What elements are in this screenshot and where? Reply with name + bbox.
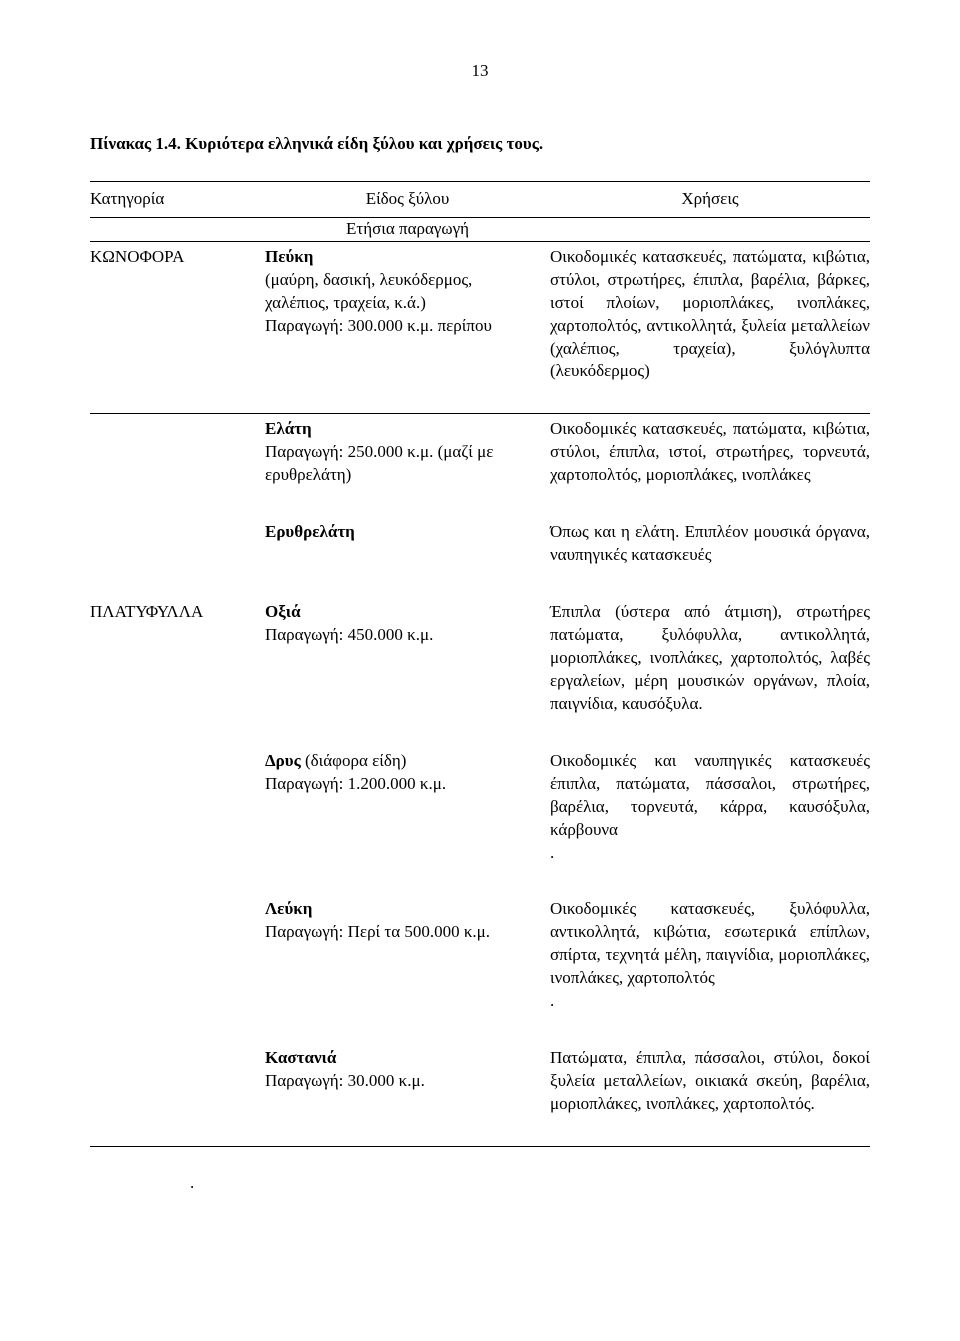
category-cell xyxy=(90,517,265,597)
uses-cell: Πατώματα, έπιπλα, πάσσαλοι, στύλοι, δοκο… xyxy=(550,1043,870,1146)
table-row: Ελάτη Παραγωγή: 250.000 κ.μ. (μαζί με ερυ… xyxy=(90,414,870,517)
table-title: Πίνακας 1.4. Κυριότερα ελληνικά είδη ξύλ… xyxy=(90,133,870,156)
species-cell: Λεύκη Παραγωγή: Περί τα 500.000 κ.μ. xyxy=(265,894,550,1043)
wood-table: Κατηγορία Είδος ξύλου Χρήσεις Ετήσια παρ… xyxy=(90,181,870,1147)
uses-cell: Όπως και η ελάτη. Επιπλέον μουσικά όργαν… xyxy=(550,517,870,597)
uses-cell: Οικοδομικές κατασκευές, ξυλόφυλλα, αντικ… xyxy=(550,894,870,1043)
category-cell xyxy=(90,1043,265,1146)
species-cell: Ελάτη Παραγωγή: 250.000 κ.μ. (μαζί με ερυ… xyxy=(265,414,550,517)
table-row: Καστανιά Παραγωγή: 30.000 κ.μ. Πατώματα, έ… xyxy=(90,1043,870,1146)
table-row: Δρυς (διάφορα είδη) Παραγωγή: 1.200.000 κ… xyxy=(90,746,870,895)
species-cell: Δρυς (διάφορα είδη) Παραγωγή: 1.200.000 κ… xyxy=(265,746,550,895)
category-cell xyxy=(90,746,265,895)
table-header-row: Κατηγορία Είδος ξύλου Χρήσεις xyxy=(90,181,870,217)
species-name: Λεύκη xyxy=(265,899,312,918)
footer-dot: . xyxy=(190,1172,870,1195)
species-name: Δρυς xyxy=(265,751,301,770)
species-detail: Παραγωγή: 30.000 κ.μ. xyxy=(265,1070,525,1093)
category-cell: ΚΩΝΟΦΟΡΑ xyxy=(90,241,265,414)
species-cell: Πεύκη (μαύρη, δασική, λευκόδερμος, χαλέπι… xyxy=(265,241,550,414)
uses-cell: Οικοδομικές και ναυπηγικές κατασκευές έπ… xyxy=(550,746,870,895)
species-detail: Παραγωγή: 450.000 κ.μ. xyxy=(265,624,525,647)
table-row: Λεύκη Παραγωγή: Περί τα 500.000 κ.μ. Οικοδ… xyxy=(90,894,870,1043)
subheader-label: Ετήσια παραγωγή xyxy=(265,217,550,241)
uses-cell: Οικοδομικές κατασκευές, πατώματα, κιβώτι… xyxy=(550,241,870,414)
table-row: Ερυθρελάτη Όπως και η ελάτη. Επιπλέον μου… xyxy=(90,517,870,597)
species-detail: Παραγωγή: 1.200.000 κ.μ. xyxy=(265,773,525,796)
category-cell xyxy=(90,894,265,1043)
species-name: Ερυθρελάτη xyxy=(265,522,355,541)
species-name: Πεύκη xyxy=(265,247,313,266)
species-cell: Ερυθρελάτη xyxy=(265,517,550,597)
species-cell: Οξιά Παραγωγή: 450.000 κ.μ. xyxy=(265,597,550,746)
header-uses: Χρήσεις xyxy=(550,181,870,217)
species-name: Ελάτη xyxy=(265,419,312,438)
category-cell xyxy=(90,414,265,517)
uses-cell: Έπιπλα (ύστερα από άτμιση), στρωτήρες πα… xyxy=(550,597,870,746)
species-detail: (μαύρη, δασική, λευκόδερμος, χαλέπιος, τ… xyxy=(265,269,525,338)
table-subheader-row: Ετήσια παραγωγή xyxy=(90,217,870,241)
page-number: 13 xyxy=(90,60,870,83)
uses-cell: Οικοδομικές κατασκευές, πατώματα, κιβώτι… xyxy=(550,414,870,517)
header-category: Κατηγορία xyxy=(90,181,265,217)
category-cell: ΠΛΑΤΥΦΥΛΛΑ xyxy=(90,597,265,746)
species-extra: (διάφορα είδη) xyxy=(301,751,407,770)
table-row: ΠΛΑΤΥΦΥΛΛΑΟξιά Παραγωγή: 450.000 κ.μ. Έπιπ… xyxy=(90,597,870,746)
table-row: ΚΩΝΟΦΟΡΑΠεύκη (μαύρη, δασική, λευκόδερμος… xyxy=(90,241,870,414)
species-detail: Παραγωγή: 250.000 κ.μ. (μαζί με ερυθρελά… xyxy=(265,441,525,487)
species-detail: Παραγωγή: Περί τα 500.000 κ.μ. xyxy=(265,921,525,944)
species-cell: Καστανιά Παραγωγή: 30.000 κ.μ. xyxy=(265,1043,550,1146)
species-name: Καστανιά xyxy=(265,1048,336,1067)
header-species: Είδος ξύλου xyxy=(265,181,550,217)
species-name: Οξιά xyxy=(265,602,301,621)
